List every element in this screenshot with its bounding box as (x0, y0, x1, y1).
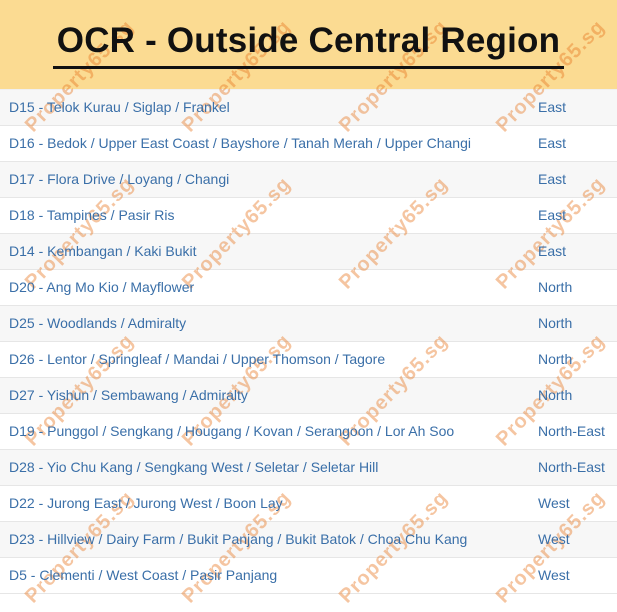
table-row: D27 - Yishun / Sembawang / Admiralty Nor… (0, 378, 617, 414)
region-label: East (538, 99, 567, 115)
region-label: West (538, 531, 570, 547)
table-row: D15 - Telok Kurau / Siglap / Frankel Eas… (0, 89, 617, 126)
district-link[interactable]: D18 - Tampines / Pasir Ris (9, 207, 175, 223)
district-link[interactable]: D17 - Flora Drive / Loyang / Changi (9, 171, 230, 187)
district-link[interactable]: D15 - Telok Kurau / Siglap / Frankel (9, 99, 230, 115)
district-link[interactable]: D16 - Bedok / Upper East Coast / Bayshor… (9, 135, 471, 151)
page-title: OCR - Outside Central Region (52, 21, 565, 69)
region-label: West (538, 567, 570, 583)
district-link[interactable]: D26 - Lentor / Springleaf / Mandai / Upp… (9, 351, 386, 367)
region-label: North (538, 315, 573, 331)
table-row: D5 - Clementi / West Coast / Pasir Panja… (0, 558, 617, 594)
table-row: D18 - Tampines / Pasir Ris East (0, 198, 617, 234)
district-link[interactable]: D19 - Punggol / Sengkang / Hougang / Kov… (9, 423, 455, 439)
region-label: East (538, 243, 567, 259)
district-link[interactable]: D23 - Hillview / Dairy Farm / Bukit Panj… (9, 531, 468, 547)
region-label: East (538, 207, 567, 223)
region-label: North-East (538, 459, 605, 475)
table-row: D14 - Kembangan / Kaki Bukit East (0, 234, 617, 270)
table-row: D16 - Bedok / Upper East Coast / Bayshor… (0, 126, 617, 162)
table-row: D17 - Flora Drive / Loyang / Changi East (0, 162, 617, 198)
table-row: D28 - Yio Chu Kang / Sengkang West / Sel… (0, 450, 617, 486)
district-link[interactable]: D28 - Yio Chu Kang / Sengkang West / Sel… (9, 459, 379, 475)
region-label: North (538, 387, 573, 403)
district-link[interactable]: D14 - Kembangan / Kaki Bukit (9, 243, 197, 259)
region-label: East (538, 171, 567, 187)
table-row: D23 - Hillview / Dairy Farm / Bukit Panj… (0, 522, 617, 558)
table-row: D19 - Punggol / Sengkang / Hougang / Kov… (0, 414, 617, 450)
table-row: D25 - Woodlands / Admiralty North (0, 306, 617, 342)
region-label: North-East (538, 423, 605, 439)
table-row: D22 - Jurong East / Jurong West / Boon L… (0, 486, 617, 522)
district-table: D15 - Telok Kurau / Siglap / Frankel Eas… (0, 89, 617, 594)
district-link[interactable]: D20 - Ang Mo Kio / Mayflower (9, 279, 195, 295)
region-label: West (538, 495, 570, 511)
district-link[interactable]: D27 - Yishun / Sembawang / Admiralty (9, 387, 248, 403)
region-label: North (538, 279, 573, 295)
header-banner: OCR - Outside Central Region (0, 0, 617, 89)
region-label: East (538, 135, 567, 151)
region-label: North (538, 351, 573, 367)
table-row: D26 - Lentor / Springleaf / Mandai / Upp… (0, 342, 617, 378)
district-link[interactable]: D5 - Clementi / West Coast / Pasir Panja… (9, 567, 278, 583)
district-link[interactable]: D22 - Jurong East / Jurong West / Boon L… (9, 495, 283, 511)
district-link[interactable]: D25 - Woodlands / Admiralty (9, 315, 187, 331)
table-row: D20 - Ang Mo Kio / Mayflower North (0, 270, 617, 306)
